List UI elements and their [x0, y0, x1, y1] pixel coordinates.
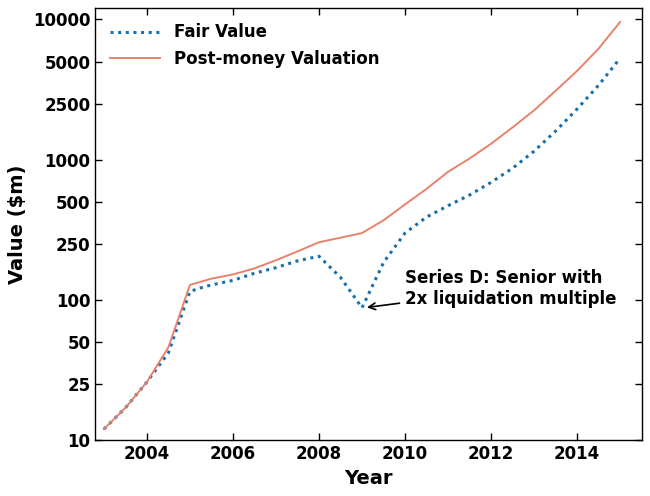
Fair Value	[197, 285, 205, 291]
Fair Value	[488, 180, 495, 186]
Post-money Valuation	[143, 379, 151, 385]
Fair Value	[380, 259, 387, 265]
Post-money Valuation	[122, 405, 129, 411]
Post-money Valuation	[294, 248, 302, 254]
Fair Value	[143, 379, 151, 385]
Fair Value	[272, 265, 280, 271]
Fair Value	[294, 258, 302, 264]
Line: Fair Value: Fair Value	[104, 58, 620, 429]
X-axis label: Year: Year	[344, 469, 393, 488]
Fair Value	[337, 274, 344, 280]
Y-axis label: Value ($m): Value ($m)	[8, 165, 27, 284]
Fair Value	[100, 426, 108, 432]
Fair Value	[358, 305, 366, 310]
Post-money Valuation	[100, 426, 108, 432]
Fair Value	[422, 214, 430, 220]
Fair Value	[616, 55, 624, 61]
Post-money Valuation	[315, 239, 323, 245]
Post-money Valuation	[164, 344, 172, 350]
Fair Value	[509, 165, 517, 171]
Fair Value	[530, 148, 538, 154]
Post-money Valuation	[422, 186, 430, 192]
Post-money Valuation	[465, 156, 473, 162]
Fair Value	[465, 192, 473, 198]
Post-money Valuation	[229, 271, 237, 277]
Post-money Valuation	[444, 169, 452, 175]
Post-money Valuation	[530, 107, 538, 113]
Post-money Valuation	[552, 88, 560, 94]
Fair Value	[595, 82, 603, 88]
Post-money Valuation	[573, 68, 581, 74]
Fair Value	[207, 282, 215, 288]
Post-money Valuation	[186, 282, 194, 288]
Post-money Valuation	[337, 235, 344, 241]
Fair Value	[315, 253, 323, 259]
Post-money Valuation	[272, 257, 280, 263]
Fair Value	[122, 405, 129, 411]
Post-money Valuation	[207, 276, 215, 282]
Post-money Valuation	[509, 124, 517, 130]
Post-money Valuation	[488, 141, 495, 147]
Fair Value	[164, 350, 172, 356]
Fair Value	[401, 230, 409, 236]
Legend: Fair Value, Post-money Valuation: Fair Value, Post-money Valuation	[103, 17, 385, 74]
Post-money Valuation	[595, 46, 603, 52]
Fair Value	[250, 270, 258, 276]
Post-money Valuation	[358, 230, 366, 236]
Fair Value	[229, 277, 237, 283]
Fair Value	[186, 289, 194, 295]
Post-money Valuation	[401, 201, 409, 207]
Text: Series D: Senior with
2x liquidation multiple: Series D: Senior with 2x liquidation mul…	[369, 269, 617, 310]
Fair Value	[573, 106, 581, 112]
Fair Value	[552, 128, 560, 134]
Post-money Valuation	[250, 265, 258, 271]
Fair Value	[444, 203, 452, 209]
Line: Post-money Valuation: Post-money Valuation	[104, 22, 620, 429]
Post-money Valuation	[616, 19, 624, 25]
Post-money Valuation	[380, 217, 387, 223]
